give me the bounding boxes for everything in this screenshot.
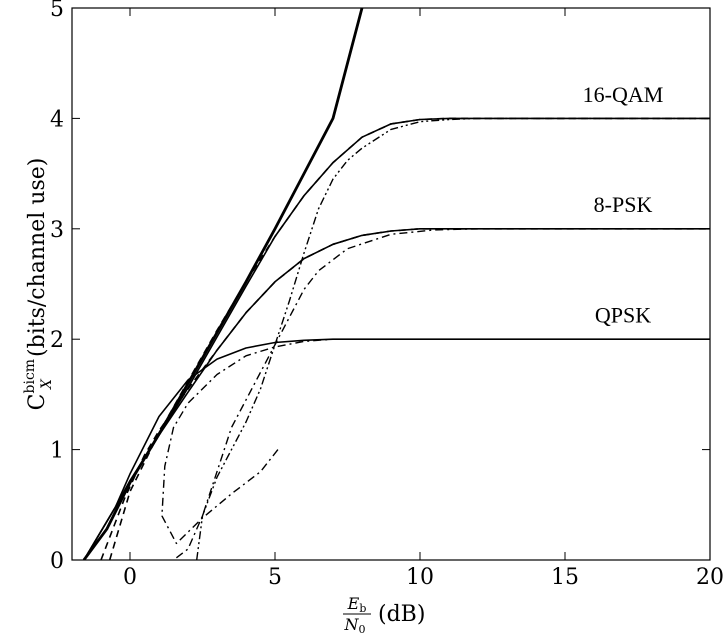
x-tick-label: 5 bbox=[268, 565, 282, 590]
y-axis-label: CbicmX (bits/channel use) bbox=[22, 158, 55, 411]
x-tick-label: 20 bbox=[696, 565, 724, 590]
x-label-den-sub: 0 bbox=[359, 623, 366, 636]
series-line-5 bbox=[100, 228, 710, 560]
series-line-7 bbox=[175, 228, 710, 559]
y-label-main: C bbox=[25, 394, 50, 411]
svg-text:CbicmX(bits/channel use): CbicmX (bits/channel use) bbox=[22, 158, 55, 411]
series-label: 8-PSK bbox=[594, 192, 653, 217]
y-tick-label: 5 bbox=[50, 0, 64, 22]
x-label-num-sub: b bbox=[359, 602, 366, 615]
series-label: QPSK bbox=[595, 303, 651, 328]
y-tick-label: 0 bbox=[50, 549, 64, 574]
series-label: 16-QAM bbox=[583, 82, 664, 107]
x-label-num: E bbox=[347, 594, 360, 613]
series-line-2 bbox=[83, 228, 710, 560]
x-tick-label: 0 bbox=[123, 565, 137, 590]
series-line-0 bbox=[82, 8, 364, 560]
tick-labels: 0 5 10 15 20 0 1 2 3 4 5 bbox=[50, 0, 724, 590]
y-label-sup: bicm bbox=[22, 359, 38, 394]
series-line-6 bbox=[161, 338, 710, 545]
series-line-3 bbox=[83, 338, 710, 560]
y-tick-label: 3 bbox=[50, 218, 64, 243]
series-line-8 bbox=[196, 117, 710, 560]
plot-lines bbox=[82, 8, 710, 560]
y-label-unit: (bits/channel use) bbox=[25, 158, 50, 357]
x-tick-label: 10 bbox=[406, 565, 434, 590]
x-label-unit: (dB) bbox=[378, 602, 425, 627]
x-label-den: N bbox=[344, 615, 360, 634]
x-tick-label: 15 bbox=[551, 565, 579, 590]
y-label-sub: X bbox=[39, 378, 55, 390]
plot-frame bbox=[71, 7, 711, 561]
series-labels: 16-QAM 8-PSK QPSK bbox=[583, 82, 664, 328]
y-tick-label: 4 bbox=[50, 107, 64, 132]
y-tick-label: 1 bbox=[50, 439, 64, 464]
svg-text:N0: N0 bbox=[344, 615, 366, 636]
y-tick-label: 2 bbox=[50, 328, 64, 353]
axis-ticks bbox=[72, 7, 711, 561]
svg-text:Eb: Eb bbox=[347, 594, 367, 615]
x-axis-label: Eb N0 (dB) bbox=[343, 594, 425, 636]
